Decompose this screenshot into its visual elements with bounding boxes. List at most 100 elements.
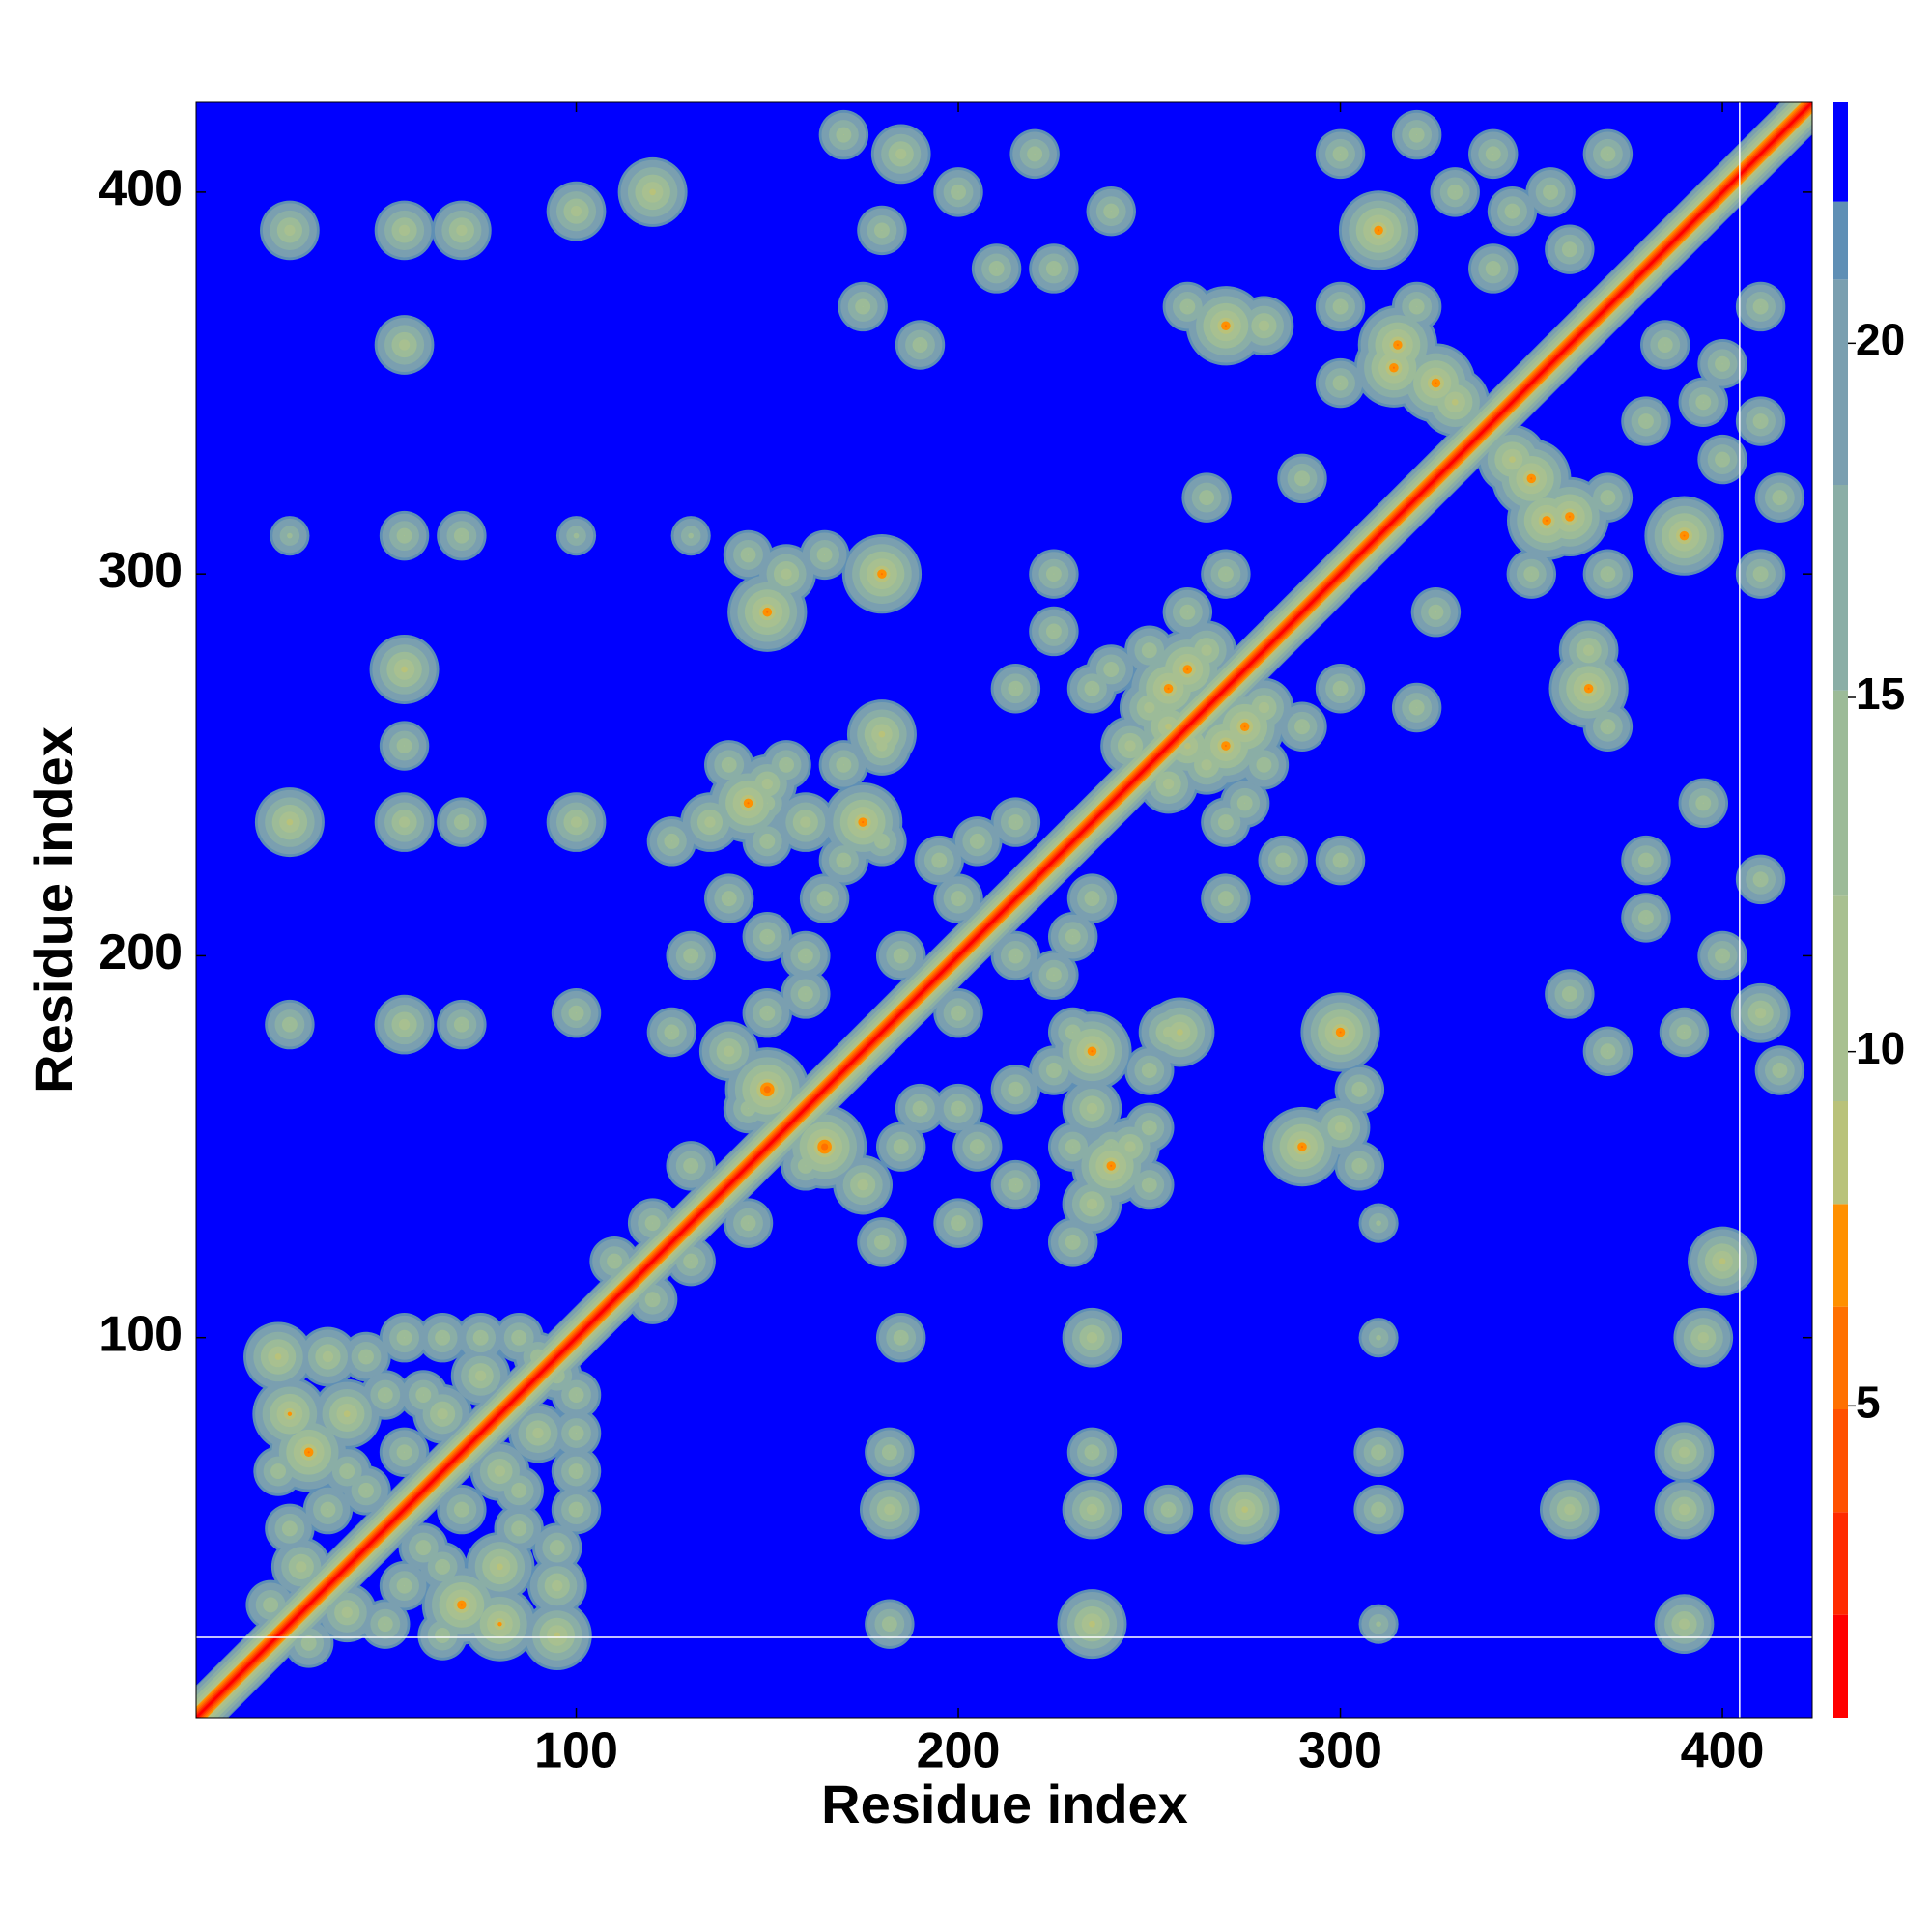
contact-mirror <box>552 1579 563 1592</box>
contact <box>1492 153 1494 155</box>
contact <box>1053 573 1055 575</box>
contact-mirror <box>977 1146 979 1148</box>
contact <box>1569 248 1571 250</box>
colorbar-tick-label: 20 <box>1856 314 1905 364</box>
x-tick-label: 400 <box>1681 1723 1765 1779</box>
contact-mirror <box>1124 1141 1136 1152</box>
colorbar-segment <box>1833 1306 1848 1409</box>
contact <box>343 1410 351 1418</box>
contact-mirror <box>900 1146 902 1148</box>
contact-mirror <box>1778 497 1780 498</box>
contact <box>805 993 807 995</box>
contact-mirror <box>1606 497 1608 498</box>
contact-mirror <box>1177 1029 1183 1036</box>
contact <box>862 821 865 824</box>
contact-mirror <box>384 1623 386 1625</box>
contact <box>878 730 886 738</box>
contact-mirror <box>1582 644 1595 656</box>
contact-mirror <box>957 1222 959 1224</box>
contact-mirror <box>1149 1184 1151 1186</box>
contact-mirror <box>1340 860 1342 862</box>
contact <box>1014 821 1016 823</box>
diagonal-band <box>196 102 1812 1718</box>
contact <box>1014 688 1016 690</box>
contact <box>1110 211 1112 213</box>
contact-mirror <box>1378 1509 1379 1511</box>
contact-mirror <box>1014 1184 1016 1186</box>
contact <box>1186 305 1188 307</box>
contact-mirror <box>576 1433 578 1435</box>
contact <box>289 1527 291 1529</box>
contact <box>570 816 582 828</box>
contact <box>437 1408 448 1420</box>
contact <box>1416 305 1418 307</box>
contact-mirror <box>1435 611 1436 613</box>
contact-mirror <box>900 1337 902 1339</box>
contact <box>480 1337 482 1339</box>
colorbar-segment <box>1833 895 1848 1101</box>
contact <box>1340 153 1342 155</box>
colorbar-tick-label: 15 <box>1856 668 1905 719</box>
y-tick-label: 300 <box>99 543 183 599</box>
colorbar-segment <box>1833 485 1848 691</box>
contact <box>461 821 463 823</box>
colorbar-segment <box>1833 1512 1848 1615</box>
contact-mirror <box>341 1606 353 1618</box>
x-axis-title: Residue index <box>821 1774 1188 1834</box>
contact-mirror <box>1300 1146 1304 1149</box>
contact <box>747 554 750 555</box>
contact <box>1186 611 1188 613</box>
contact <box>881 840 883 842</box>
contact <box>1340 383 1342 384</box>
contact <box>327 1509 328 1511</box>
contact-mirror <box>1091 897 1093 899</box>
x-tick-label: 300 <box>1298 1723 1382 1779</box>
contact-mirror <box>1168 1509 1170 1511</box>
contact-mirror <box>1282 860 1284 862</box>
contact-mirror <box>1089 1620 1095 1628</box>
contact <box>398 339 411 351</box>
contact-mirror <box>1340 688 1342 690</box>
contact-mirror <box>1587 687 1590 690</box>
contact-mirror <box>919 1108 922 1110</box>
contact <box>456 224 468 237</box>
contact-mirror <box>884 1503 895 1516</box>
x-tick-label: 100 <box>534 1723 618 1779</box>
colorbar-segment <box>1833 279 1848 485</box>
contact <box>404 745 406 747</box>
contact <box>805 954 807 956</box>
contact-mirror <box>1760 878 1762 880</box>
contact-mirror <box>652 1298 654 1300</box>
contact <box>977 840 979 842</box>
contact-mirror <box>1225 821 1227 823</box>
contact <box>652 1222 654 1224</box>
contact-mirror <box>1569 993 1571 995</box>
contact <box>1549 191 1551 193</box>
contact-mirror <box>1645 420 1647 422</box>
contact-mirror <box>889 1451 891 1453</box>
contact-mirror <box>1645 860 1647 862</box>
contact <box>1165 723 1172 730</box>
contact <box>613 1261 615 1263</box>
colorbar-segment <box>1833 690 1848 896</box>
contact <box>1149 649 1151 651</box>
contact-mirror <box>1167 687 1170 690</box>
contact <box>747 1108 750 1110</box>
contact <box>570 205 582 217</box>
contact <box>404 535 406 537</box>
contact-mirror <box>1358 1165 1360 1167</box>
contact <box>690 1165 692 1167</box>
contact-mirror <box>957 1012 959 1014</box>
contact <box>461 535 463 537</box>
contact <box>1378 229 1380 232</box>
contact <box>1201 759 1212 771</box>
contact-mirror <box>1416 706 1418 709</box>
contact <box>287 1411 293 1416</box>
contact <box>766 611 769 613</box>
contact <box>900 954 902 956</box>
contact <box>537 1355 539 1357</box>
contact <box>1258 320 1270 331</box>
contact <box>670 1031 672 1034</box>
contact-mirror <box>1072 1146 1074 1148</box>
contact-mirror <box>1702 802 1704 804</box>
